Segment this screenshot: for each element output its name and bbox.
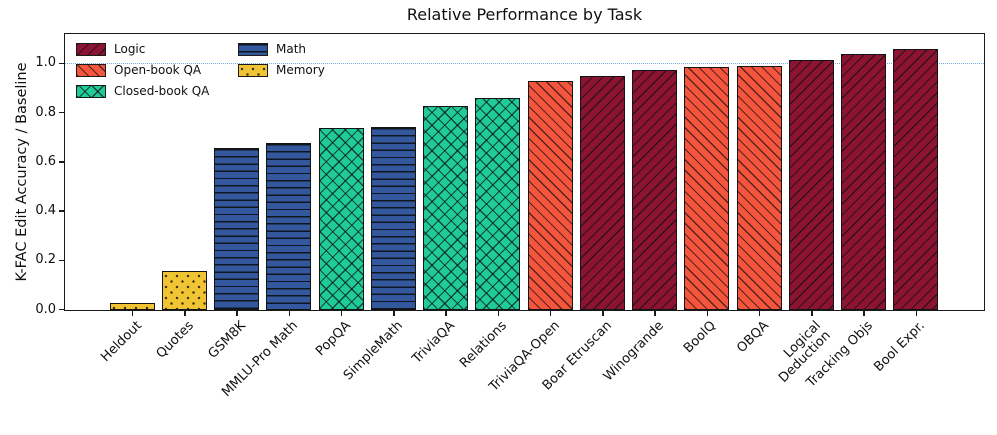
baseline-reference-line [65, 62, 984, 64]
chart-title: Relative Performance by Task [406, 5, 643, 24]
bar-simplemath [370, 127, 416, 310]
legend-swatch-icon [76, 42, 106, 56]
x-tick-mark [863, 311, 865, 316]
y-tick-label: 0.0 [35, 301, 56, 317]
y-tick-mark [59, 259, 64, 261]
bar-bool-expr [893, 49, 939, 310]
y-tick-mark [59, 111, 64, 114]
y-axis-label: K-FAC Edit Accuracy / Baseline [14, 62, 30, 282]
bar-boolq [684, 67, 730, 310]
y-tick-mark [59, 308, 64, 311]
x-tick-mark [131, 311, 134, 316]
bar-logical-deduction [788, 60, 834, 310]
legend-swatch-icon [238, 42, 268, 56]
legend-swatch-icon [76, 63, 106, 77]
bar-mmlu-pro-math [266, 143, 312, 310]
x-tick-label: Heldout [97, 318, 145, 365]
y-tick-mark [59, 210, 64, 212]
y-tick-label: 0.4 [35, 203, 56, 219]
y-tick-mark [59, 62, 64, 65]
legend-swatch-icon [76, 84, 106, 98]
x-tick-mark [288, 311, 291, 316]
bar-winogrande [632, 70, 678, 310]
y-tick-label: 0.8 [35, 104, 56, 120]
legend-swatch-icon [238, 63, 268, 77]
x-tick-mark [393, 311, 395, 316]
y-tick-label: 0.6 [35, 153, 56, 169]
x-tick-mark [184, 311, 186, 316]
x-tick-mark [811, 311, 813, 316]
bar-quotes [161, 271, 207, 310]
bar-gsm8k [214, 148, 260, 310]
x-tick-mark [706, 311, 709, 316]
y-tick-mark [59, 161, 64, 163]
bar-triviaqa [423, 106, 469, 310]
legend-label: Logic [114, 42, 146, 56]
x-tick-mark [758, 311, 761, 316]
legend-label: Memory [276, 63, 325, 77]
bar-relations [475, 98, 521, 310]
legend-label: Math [276, 42, 307, 56]
bar-obqa [736, 66, 782, 310]
y-tick-label: 0.2 [35, 252, 56, 268]
x-tick-mark [915, 311, 918, 316]
x-tick-mark [602, 311, 604, 316]
legend-item-closed-book-qa: Closed-book QA [76, 84, 209, 98]
x-tick-mark [445, 311, 447, 316]
legend-item-logic: Logic [76, 42, 145, 56]
x-tick-mark [549, 311, 552, 316]
y-tick-label: 1.0 [35, 55, 56, 71]
legend-item-memory: Memory [238, 63, 325, 77]
plot-area: Logic Open-book QA Closed-book QA Math Memor… [64, 33, 985, 311]
legend-item-math: Math [238, 42, 306, 56]
bar-triviaqa-open [527, 81, 573, 310]
x-tick-mark [340, 311, 343, 316]
bar-tracking-objs [841, 54, 887, 310]
legend-label: Open-book QA [114, 63, 202, 77]
x-tick-mark [654, 311, 656, 316]
bar-popqa [318, 128, 364, 310]
bar-heldout [109, 303, 155, 310]
x-tick-mark [497, 311, 500, 316]
legend-item-open-book-qa: Open-book QA [76, 63, 201, 77]
bar-boar-etruscan [579, 76, 625, 310]
legend-label: Closed-book QA [114, 84, 210, 98]
x-tick-mark [236, 311, 238, 316]
